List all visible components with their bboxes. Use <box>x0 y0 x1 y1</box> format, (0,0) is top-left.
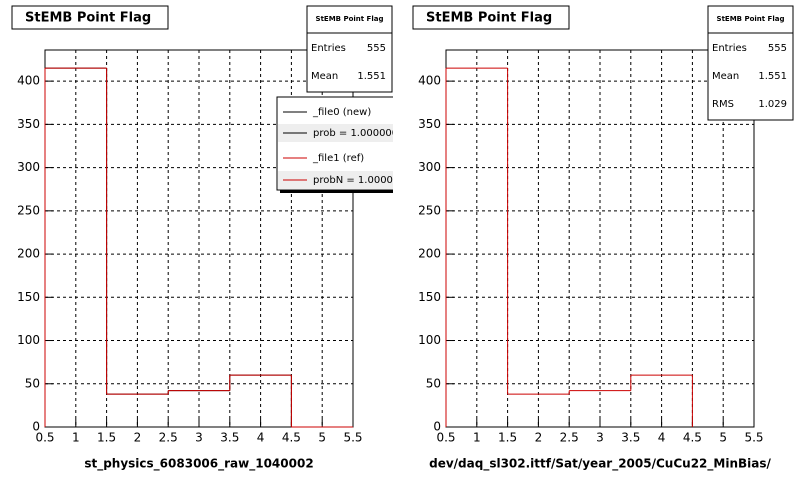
x-tick-label: 5 <box>719 431 727 445</box>
y-tick-label: 350 <box>418 117 441 131</box>
x-tick-label: 1 <box>473 431 481 445</box>
x-tick-label: 3 <box>596 431 604 445</box>
y-tick-label: 0 <box>32 420 40 434</box>
stats-value: 555 <box>768 43 787 54</box>
legend-band <box>278 124 393 142</box>
x-tick-label: 4.5 <box>683 431 702 445</box>
x-tick-label: 4.5 <box>282 431 301 445</box>
x-tick-label: 4 <box>658 431 666 445</box>
stats-value: 1.029 <box>758 99 787 110</box>
x-tick-label: 5 <box>318 431 326 445</box>
legend-stat: prob = 1.000000 <box>313 128 398 139</box>
stats-box <box>707 5 794 121</box>
x-tick-label: 2 <box>134 431 142 445</box>
panel: 0 50 100 150 200 250 300 350 400 0.5 1 1.5 2 2.5 3 3.5 4… <box>11 5 406 472</box>
x-tick-label: 1.5 <box>498 431 517 445</box>
stats-title: StEMB Point Flag <box>717 15 785 23</box>
y-tick-label: 50 <box>426 376 441 390</box>
x-axis-label: dev/daq_sl302.ittf/Sat/year_2005/CuCu22_… <box>429 457 771 472</box>
y-tick-label: 200 <box>17 247 40 261</box>
panel: 0 50 100 150 200 250 300 350 400 0.5 1 1.5 2 2.5 3 3.5 4… <box>412 5 794 472</box>
title-box <box>412 5 570 30</box>
chart-title: StEMB Point Flag <box>25 11 151 26</box>
stats-value: 555 <box>367 43 386 54</box>
y-tick-label: 0 <box>433 420 441 434</box>
y-tick-label: 350 <box>17 117 40 131</box>
x-axis-label: st_physics_6083006_raw_1040002 <box>84 457 313 472</box>
chart-title: StEMB Point Flag <box>426 11 552 26</box>
x-tick-label: 1.5 <box>97 431 116 445</box>
x-tick-label: 5.5 <box>744 431 763 445</box>
y-tick-label: 400 <box>17 74 40 88</box>
y-tick-label: 250 <box>17 203 40 217</box>
y-tick-label: 300 <box>418 160 441 174</box>
title-box <box>11 5 169 30</box>
y-tick-label: 150 <box>17 290 40 304</box>
legend-stat: probN = 1.000000 <box>313 175 406 186</box>
x-tick-label: 0.5 <box>436 431 455 445</box>
legend-label: _file1 (ref) <box>312 153 364 164</box>
y-tick-label: 300 <box>17 160 40 174</box>
stats-value: 1.551 <box>758 71 787 82</box>
legend-label: _file0 (new) <box>312 107 371 118</box>
stats-title: StEMB Point Flag <box>316 15 384 23</box>
x-tick-label: 0.5 <box>35 431 54 445</box>
y-tick-label: 200 <box>418 247 441 261</box>
y-tick-label: 100 <box>418 333 441 347</box>
stats-label: RMS <box>712 99 734 110</box>
x-tick-label: 2.5 <box>560 431 579 445</box>
y-tick-label: 400 <box>418 74 441 88</box>
x-tick-label: 5.5 <box>343 431 362 445</box>
x-tick-label: 1 <box>72 431 80 445</box>
x-tick-label: 4 <box>257 431 265 445</box>
stats-label: Entries <box>311 43 346 54</box>
stats-label: Mean <box>311 71 338 82</box>
stats-label: Mean <box>712 71 739 82</box>
x-tick-label: 2.5 <box>159 431 178 445</box>
x-tick-label: 3 <box>195 431 203 445</box>
y-tick-label: 50 <box>25 376 40 390</box>
stats-box <box>306 5 393 93</box>
legend-band <box>278 171 393 189</box>
stats-label: Entries <box>712 43 747 54</box>
y-tick-label: 150 <box>418 290 441 304</box>
y-tick-label: 250 <box>418 203 441 217</box>
x-tick-label: 3.5 <box>621 431 640 445</box>
x-tick-label: 3.5 <box>220 431 239 445</box>
stats-value: 1.551 <box>357 71 386 82</box>
x-tick-label: 2 <box>535 431 543 445</box>
y-tick-label: 100 <box>17 333 40 347</box>
